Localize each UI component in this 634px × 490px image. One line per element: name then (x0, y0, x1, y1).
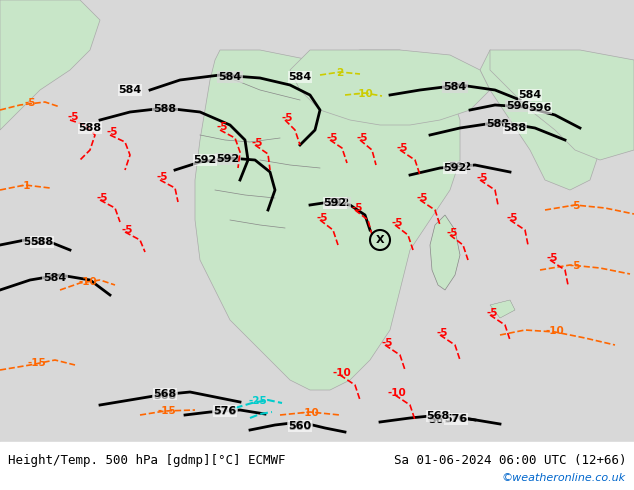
Polygon shape (490, 300, 515, 318)
Text: 568: 568 (429, 415, 451, 425)
Text: 576: 576 (214, 406, 236, 416)
Text: 596: 596 (528, 103, 552, 113)
Text: -5: -5 (381, 338, 392, 348)
Text: ©weatheronline.co.uk: ©weatheronline.co.uk (502, 473, 626, 483)
Text: -5: -5 (446, 228, 458, 238)
Text: -5: -5 (316, 213, 328, 223)
Text: Sa 01-06-2024 06:00 UTC (12+66): Sa 01-06-2024 06:00 UTC (12+66) (394, 454, 626, 466)
Text: 592: 592 (193, 155, 217, 165)
Text: -5: -5 (547, 253, 558, 263)
Text: -15: -15 (158, 406, 176, 416)
Text: -5: -5 (569, 201, 581, 211)
Text: -5: -5 (121, 225, 133, 235)
Text: -1: -1 (19, 181, 31, 191)
Text: -25: -25 (249, 396, 268, 406)
Text: -5: -5 (216, 122, 228, 132)
Text: -5: -5 (96, 193, 108, 203)
Text: 588: 588 (30, 237, 53, 247)
Text: -10: -10 (546, 326, 564, 336)
Text: -5: -5 (67, 112, 79, 122)
Text: -5: -5 (507, 213, 518, 223)
Polygon shape (0, 0, 100, 130)
Text: 560: 560 (288, 421, 311, 431)
Text: 584: 584 (43, 273, 67, 283)
Text: 576: 576 (443, 414, 467, 424)
Text: 588: 588 (23, 237, 46, 247)
Text: -15: -15 (28, 358, 46, 368)
Text: 560: 560 (288, 422, 311, 432)
Text: 592: 592 (448, 162, 472, 172)
Polygon shape (290, 50, 490, 125)
Text: 592: 592 (216, 154, 240, 164)
Polygon shape (430, 215, 460, 290)
Text: X: X (376, 235, 384, 245)
Text: 584: 584 (443, 82, 467, 92)
Text: -5: -5 (156, 172, 168, 182)
Polygon shape (490, 50, 634, 160)
Text: 2: 2 (337, 68, 344, 78)
Text: 588: 588 (153, 104, 176, 114)
Polygon shape (195, 50, 460, 390)
Text: -5: -5 (251, 138, 262, 148)
Text: 568: 568 (153, 391, 177, 401)
Text: -5: -5 (436, 328, 448, 338)
Text: 588: 588 (503, 123, 527, 133)
Text: -5: -5 (391, 218, 403, 228)
Text: -5: -5 (107, 127, 118, 137)
Text: 584: 584 (119, 85, 141, 95)
Text: -10: -10 (301, 408, 320, 418)
Text: 576: 576 (214, 407, 236, 417)
Text: 592: 592 (323, 198, 347, 208)
Text: 592: 592 (443, 163, 467, 173)
Text: -5: -5 (396, 143, 408, 153)
Text: Height/Temp. 500 hPa [gdmp][°C] ECMWF: Height/Temp. 500 hPa [gdmp][°C] ECMWF (8, 454, 285, 466)
Text: -5: -5 (327, 133, 338, 143)
Text: -5: -5 (486, 308, 498, 318)
Text: -10: -10 (79, 277, 98, 287)
Text: -5: -5 (281, 113, 293, 123)
Text: 576: 576 (444, 414, 468, 424)
Text: 588: 588 (79, 123, 101, 133)
Text: -10: -10 (333, 368, 351, 378)
Text: 584: 584 (218, 72, 242, 82)
Text: 568: 568 (427, 411, 450, 421)
Text: 584: 584 (288, 72, 312, 82)
Polygon shape (480, 50, 600, 190)
Text: -5: -5 (417, 193, 428, 203)
Text: -5: -5 (569, 261, 581, 271)
Text: 588: 588 (486, 119, 510, 129)
Text: -5: -5 (476, 173, 488, 183)
Text: -5: -5 (356, 133, 368, 143)
Text: 584: 584 (519, 90, 541, 100)
Text: 592: 592 (327, 198, 349, 208)
Text: -5: -5 (351, 203, 363, 213)
Text: -10: -10 (387, 388, 406, 398)
Text: -5: -5 (24, 98, 36, 108)
Text: 596: 596 (507, 101, 529, 111)
Text: 568: 568 (153, 389, 177, 399)
Text: -10: -10 (354, 89, 373, 99)
